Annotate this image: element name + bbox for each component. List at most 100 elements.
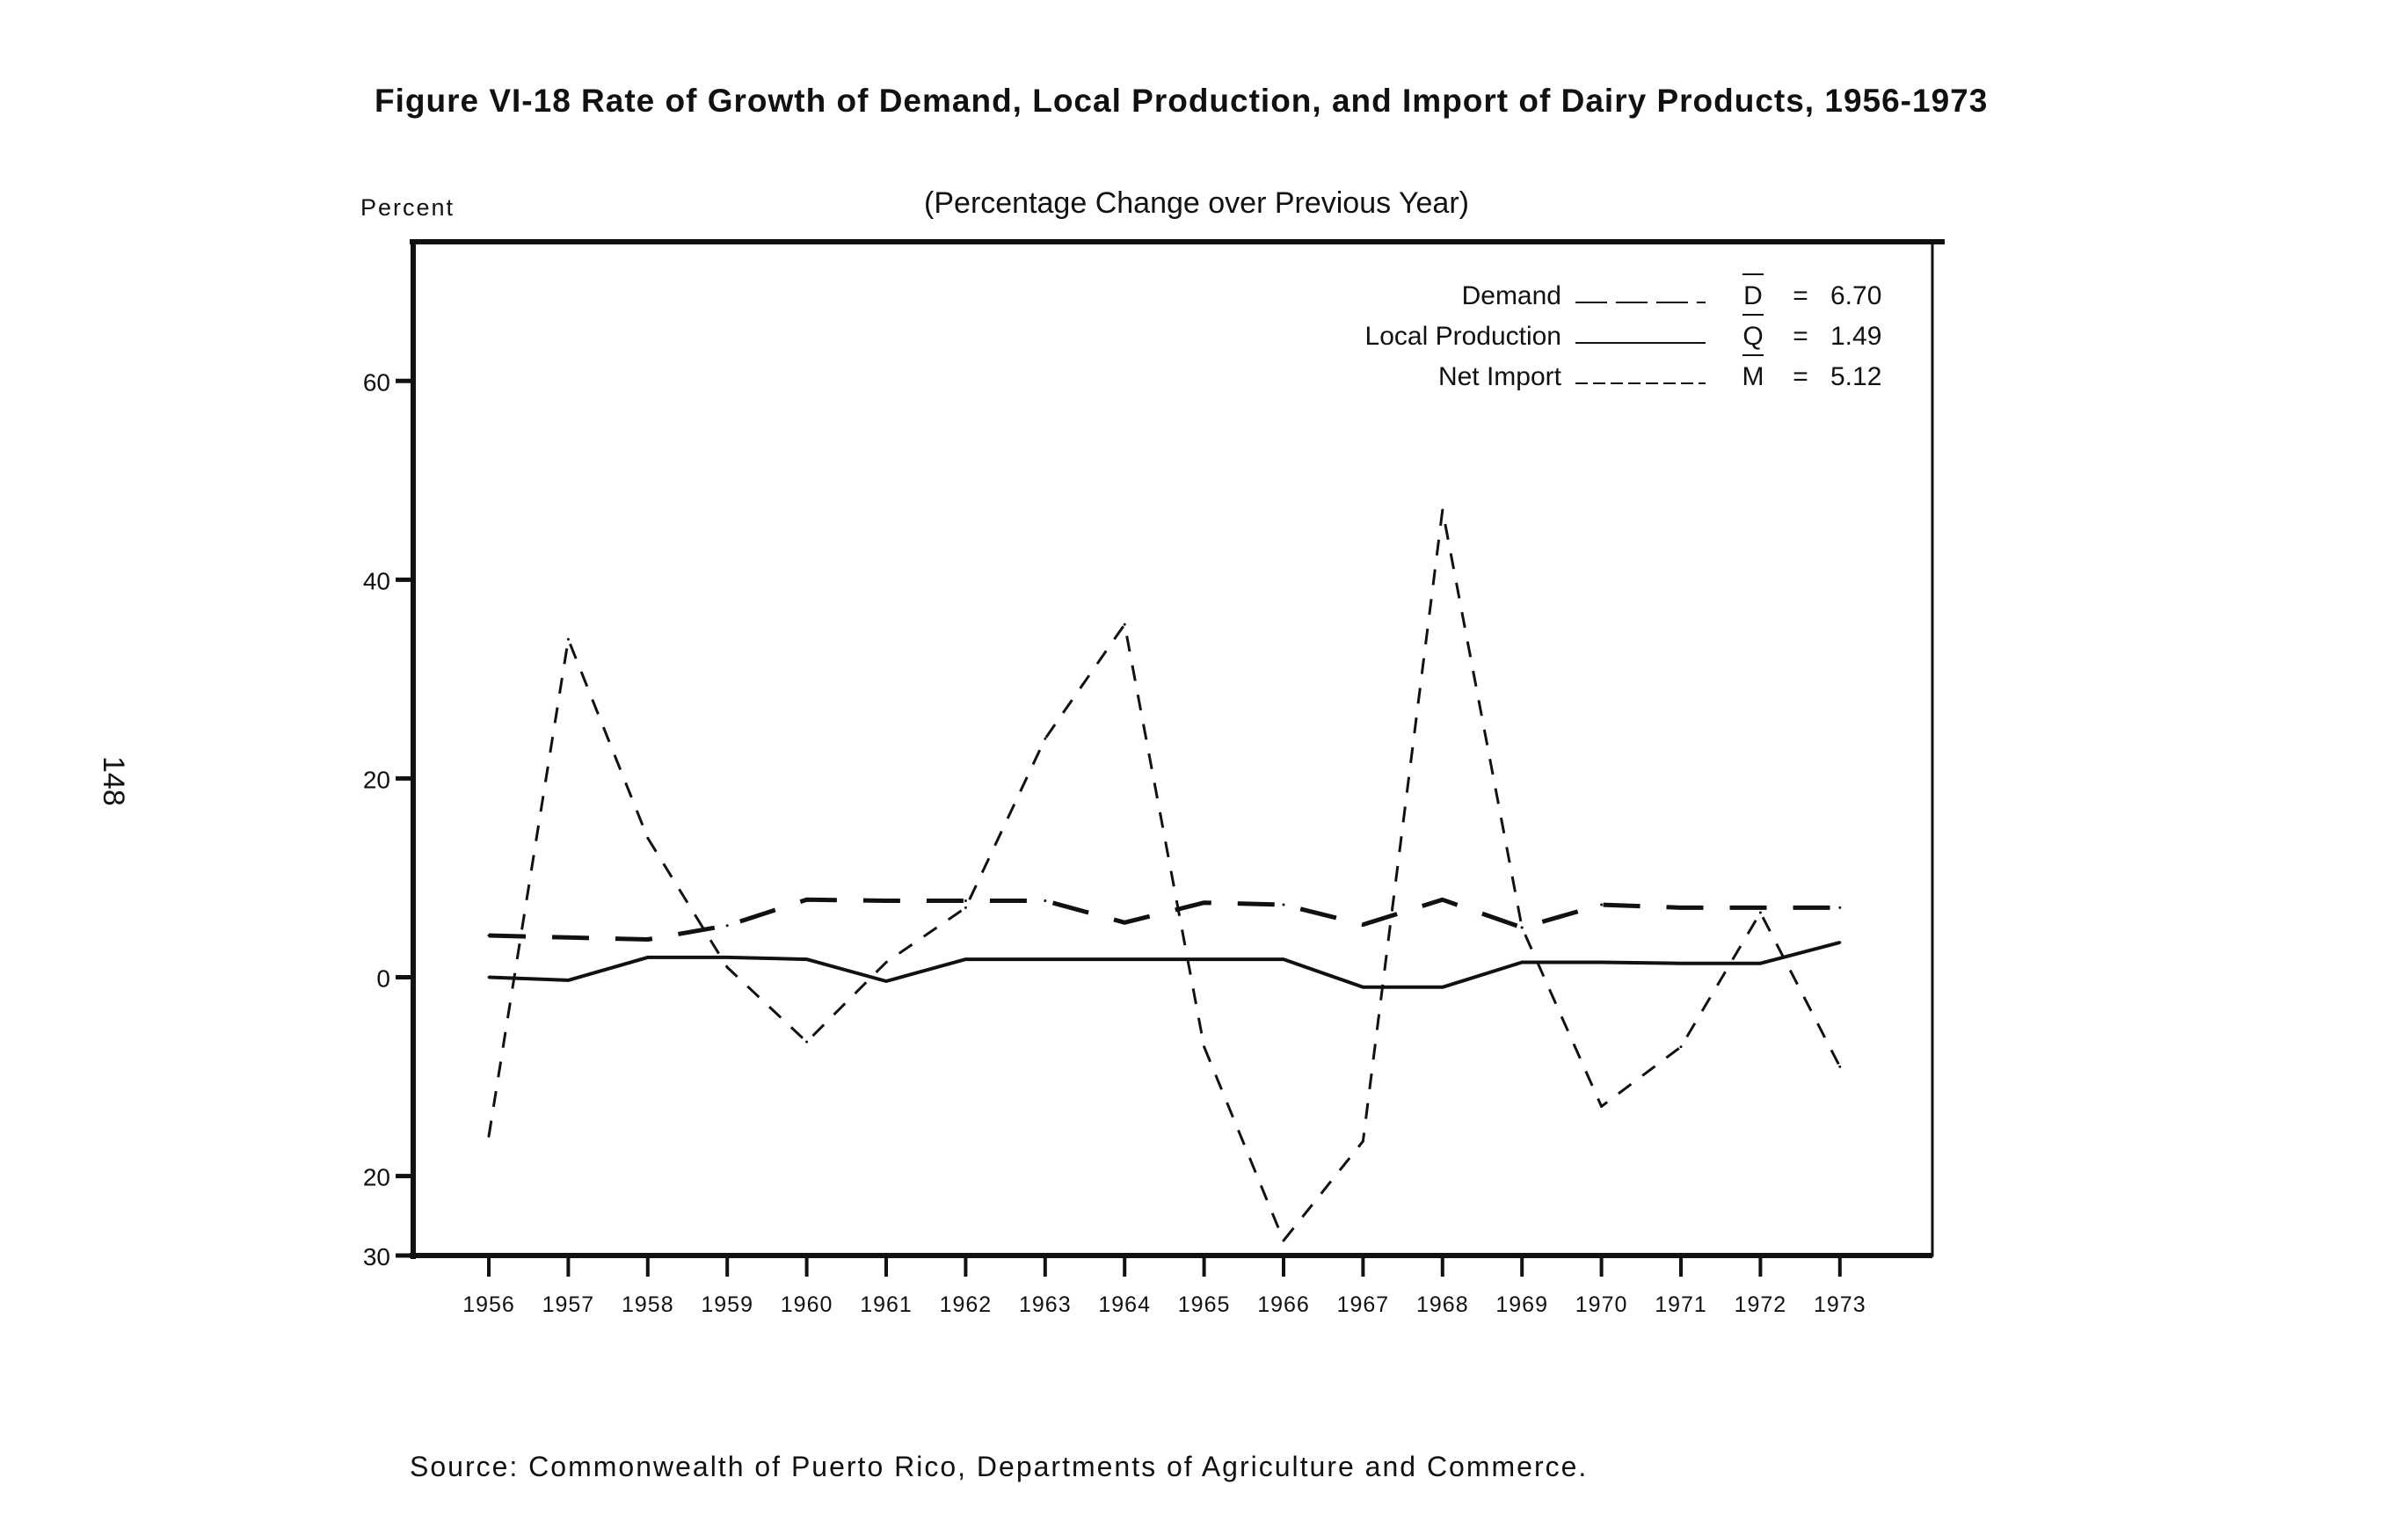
data-point bbox=[1203, 957, 1206, 961]
x-tick-label: 1970 bbox=[1575, 1292, 1628, 1317]
data-point bbox=[1361, 986, 1364, 989]
data-point bbox=[1600, 903, 1604, 906]
data-point bbox=[1758, 906, 1762, 909]
x-axis-ticks: 1956 1957 1958 1959 1960 1961 1962 1963 1964 1965… bbox=[462, 1256, 1866, 1317]
x-tick-label: 1971 bbox=[1655, 1292, 1707, 1317]
y-tick-label: 20 bbox=[363, 1164, 390, 1191]
data-point bbox=[964, 957, 967, 961]
data-point bbox=[1361, 923, 1364, 927]
data-point bbox=[566, 935, 570, 939]
legend-equals: = bbox=[1793, 362, 1808, 391]
data-point bbox=[1123, 921, 1126, 924]
x-tick-label: 1964 bbox=[1098, 1292, 1151, 1317]
data-point bbox=[1679, 1045, 1683, 1049]
legend-label: Demand bbox=[1462, 281, 1561, 310]
data-point bbox=[1600, 1104, 1604, 1108]
y-axis-ticks: 60 40 20 0 20 30 bbox=[363, 368, 415, 1270]
data-point bbox=[646, 938, 650, 942]
legend-label: Local Production bbox=[1365, 322, 1561, 351]
data-point bbox=[1282, 903, 1285, 906]
legend-mean-value: 6.70 bbox=[1830, 281, 1881, 310]
data-point bbox=[1282, 957, 1285, 961]
data-point bbox=[1520, 926, 1524, 929]
x-tick-label: 1972 bbox=[1735, 1292, 1787, 1317]
data-point bbox=[487, 975, 491, 979]
data-point bbox=[1758, 962, 1762, 965]
series-line-local-production bbox=[488, 940, 1841, 989]
data-point bbox=[487, 934, 491, 937]
x-tick-label: 1965 bbox=[1178, 1292, 1231, 1317]
legend-equals: = bbox=[1793, 281, 1808, 310]
data-point bbox=[566, 637, 570, 641]
data-point bbox=[1758, 911, 1762, 914]
x-tick-label: 1961 bbox=[860, 1292, 913, 1317]
data-point bbox=[1441, 508, 1444, 512]
data-point bbox=[646, 956, 650, 959]
y-tick-label: 30 bbox=[363, 1243, 390, 1270]
data-point bbox=[487, 1134, 491, 1138]
legend-equals: = bbox=[1793, 322, 1808, 351]
legend-label: Net Import bbox=[1438, 362, 1562, 391]
data-point bbox=[964, 906, 967, 909]
data-point bbox=[1679, 906, 1683, 909]
data-point bbox=[1441, 898, 1444, 901]
data-point bbox=[1600, 961, 1604, 964]
data-point bbox=[1203, 901, 1206, 905]
x-tick-label: 1956 bbox=[462, 1292, 515, 1317]
x-tick-label: 1963 bbox=[1019, 1292, 1072, 1317]
legend-mean-value: 1.49 bbox=[1830, 322, 1881, 351]
data-point bbox=[1282, 1239, 1285, 1242]
data-point bbox=[1123, 957, 1126, 961]
data-point bbox=[1361, 1139, 1364, 1143]
series-line-demand bbox=[488, 897, 1840, 942]
series-line-net-import bbox=[487, 508, 1842, 1242]
data-point bbox=[805, 957, 809, 961]
chart-subtitle: (Percentage Change over Previous Year) bbox=[924, 186, 1469, 220]
y-tick-label: 0 bbox=[376, 964, 390, 992]
x-tick-label: 1967 bbox=[1337, 1292, 1390, 1317]
data-point bbox=[1044, 957, 1047, 961]
data-point bbox=[805, 1040, 809, 1044]
x-tick-label: 1962 bbox=[940, 1292, 993, 1317]
data-point bbox=[566, 979, 570, 982]
x-tick-label: 1957 bbox=[542, 1292, 595, 1317]
y-tick-label: 20 bbox=[363, 766, 390, 793]
data-point bbox=[884, 979, 888, 983]
data-point bbox=[646, 836, 650, 840]
x-tick-label: 1958 bbox=[622, 1292, 674, 1317]
y-tick-label: 60 bbox=[363, 368, 390, 396]
data-point bbox=[884, 899, 888, 902]
legend-symbol: Q bbox=[1742, 322, 1763, 351]
data-point bbox=[725, 956, 729, 959]
y-axis-label: Percent bbox=[360, 194, 455, 221]
x-tick-label: 1960 bbox=[781, 1292, 833, 1317]
y-tick-label: 40 bbox=[363, 567, 390, 594]
data-point bbox=[805, 898, 809, 901]
legend-symbol: D bbox=[1743, 281, 1763, 310]
legend-mean-value: 5.12 bbox=[1830, 362, 1881, 391]
data-point bbox=[964, 899, 967, 902]
data-point bbox=[725, 924, 729, 928]
source-note: Source: Commonwealth of Puerto Rico, Dep… bbox=[410, 1451, 1589, 1482]
data-point bbox=[1123, 622, 1126, 626]
data-point bbox=[884, 961, 888, 964]
data-point bbox=[1838, 1065, 1842, 1068]
figure-title: Figure VI-18 Rate of Growth of Demand, L… bbox=[375, 83, 1989, 119]
x-tick-label: 1966 bbox=[1257, 1292, 1310, 1317]
x-tick-label: 1968 bbox=[1416, 1292, 1469, 1317]
data-point bbox=[725, 965, 729, 969]
data-point bbox=[1838, 906, 1842, 909]
legend-symbol: M bbox=[1742, 362, 1764, 391]
series-layer bbox=[487, 508, 1842, 1242]
data-point bbox=[1838, 941, 1842, 944]
data-point bbox=[1044, 737, 1047, 740]
data-point bbox=[1679, 962, 1683, 965]
plot-frame bbox=[411, 240, 1934, 1257]
data-point bbox=[1044, 899, 1047, 902]
data-point bbox=[1520, 961, 1524, 964]
x-tick-label: 1959 bbox=[701, 1292, 753, 1317]
data-point bbox=[1441, 986, 1444, 989]
x-tick-label: 1973 bbox=[1814, 1292, 1866, 1317]
